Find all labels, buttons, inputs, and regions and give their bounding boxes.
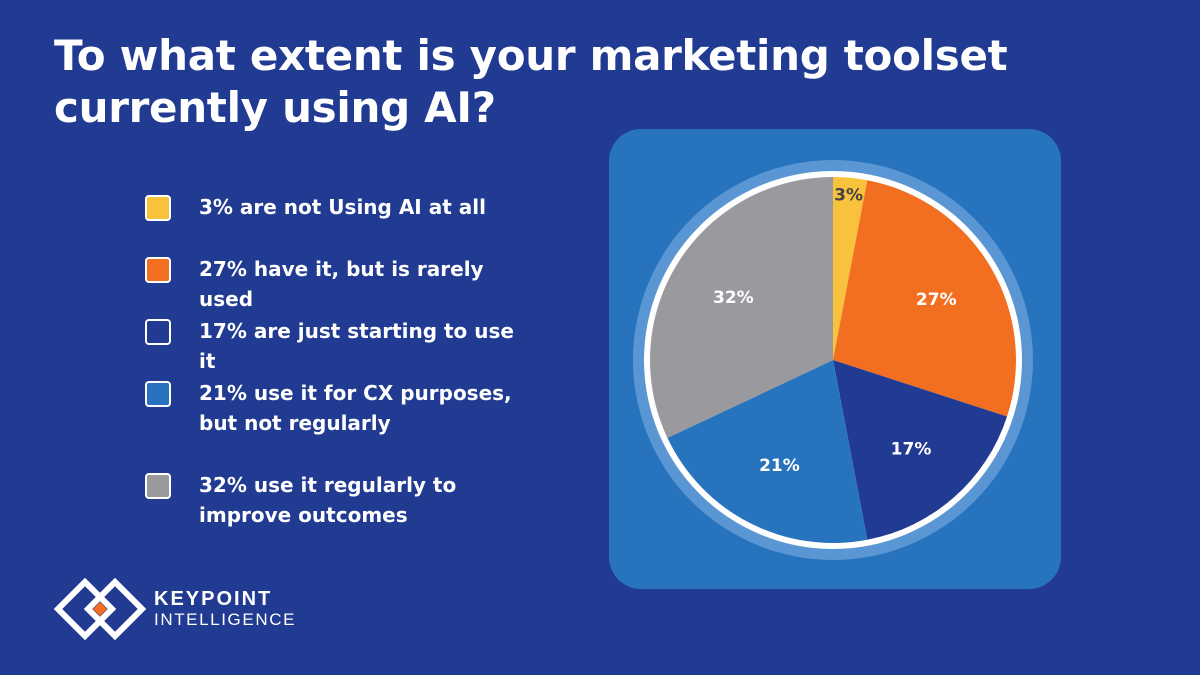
pie-label-regularly: 32% — [713, 288, 754, 308]
legend-item-not-using: 3% are not Using AI at all — [145, 192, 529, 222]
pie-label-not-using: 3% — [834, 186, 863, 206]
legend-label: 32% use it regularly to improve outcomes — [199, 473, 457, 527]
pie-slice-regularly — [650, 177, 833, 438]
legend-item-cx-purposes: 21% use it for CX purposes, but not regu… — [145, 378, 529, 438]
keypoint-logo: KEYPOINT INTELLIGENCE — [54, 578, 314, 640]
legend-label: 21% use it for CX purposes, but not regu… — [199, 381, 512, 435]
logo-text-intelligence: INTELLIGENCE — [154, 610, 297, 629]
legend-item-regularly: 32% use it regularly to improve outcomes — [145, 470, 529, 530]
legend-label: 27% have it, but is rarely used — [199, 257, 484, 311]
legend-item-just-starting: 17% are just starting to use it — [145, 316, 529, 376]
pie-labels: 3% 27% 17% 21% 32% — [713, 186, 957, 476]
pie-slice-cx-purposes — [667, 360, 868, 543]
logo-diamond-icon — [54, 578, 146, 640]
pie-slices — [650, 177, 1016, 543]
legend-swatch — [145, 195, 171, 221]
chart-panel: 3% 27% 17% 21% 32% — [609, 129, 1061, 589]
pie-label-cx-purposes: 21% — [759, 456, 800, 476]
legend-item-rarely-used: 27% have it, but is rarely used — [145, 254, 529, 314]
pie-slice-rarely-used — [833, 180, 1016, 417]
pie-slice-just-starting — [833, 360, 1008, 540]
page-title: To what extent is your marketing toolset… — [54, 31, 1008, 132]
legend-swatch — [145, 319, 171, 345]
legend-swatch — [145, 473, 171, 499]
pie-label-just-starting: 17% — [891, 440, 932, 460]
pie-slice-not-using — [833, 177, 868, 360]
legend-swatch — [145, 381, 171, 407]
pie-label-rarely-used: 27% — [916, 290, 957, 310]
pie-chart: 3% 27% 17% 21% 32% — [633, 160, 1033, 560]
legend-label: 3% are not Using AI at all — [199, 195, 486, 219]
legend-label: 17% are just starting to use it — [199, 319, 514, 373]
legend-swatch — [145, 257, 171, 283]
logo-text-keypoint: KEYPOINT — [154, 588, 273, 610]
